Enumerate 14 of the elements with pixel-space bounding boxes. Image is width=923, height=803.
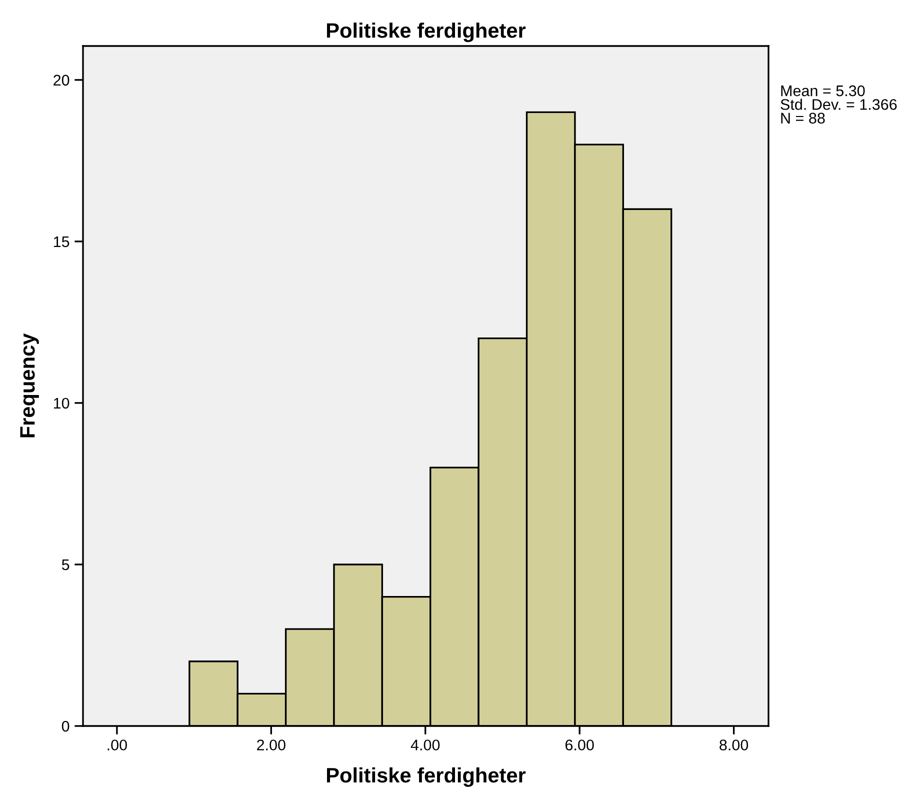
x-tick-label: 8.00 bbox=[720, 740, 748, 750]
text: Mean = 5.30 Std. Dev. = 1.366 N = 88 bbox=[780, 85, 897, 124]
y-axis-title: Frequency bbox=[20, 333, 39, 438]
y-tick-label: 5 bbox=[62, 560, 70, 570]
y-tick-label: 0 bbox=[62, 720, 70, 732]
chart-title: Politiske ferdigheter bbox=[327, 22, 526, 42]
x-axis-title: Politiske ferdigheter bbox=[327, 767, 526, 787]
y-tick-label: 15 bbox=[54, 236, 70, 248]
y-tick-label: 10 bbox=[54, 398, 70, 409]
x-tick-label: 2.00 bbox=[257, 740, 286, 750]
x-tick-label: .00 bbox=[108, 740, 127, 750]
x-tick-label: 4.00 bbox=[410, 740, 440, 750]
y-tick-label: 20 bbox=[54, 74, 70, 86]
x-tick-label: 6.00 bbox=[565, 740, 594, 750]
